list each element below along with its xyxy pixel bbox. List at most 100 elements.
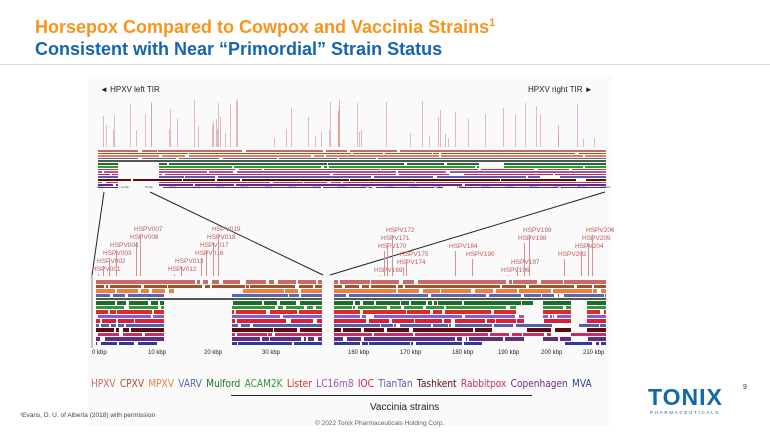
- alignment-gap: [108, 323, 111, 328]
- missing-region: [516, 310, 544, 315]
- alignment-gap: [384, 328, 388, 333]
- gene-marker-line: [136, 242, 137, 276]
- alignment-gap: [412, 341, 416, 346]
- missing-region: [524, 319, 544, 324]
- overview-gene-marker: [445, 134, 447, 147]
- overview-gene-marker: [577, 103, 579, 147]
- alignment-gap: [599, 310, 604, 315]
- right-zoom-track-hpxv: [334, 280, 606, 284]
- alignment-gap: [472, 328, 475, 333]
- alignment-gap: [303, 305, 307, 310]
- alignment-gap: [134, 341, 138, 346]
- overview-gene-marker: [455, 112, 457, 147]
- alignment-gap: [137, 150, 142, 153]
- alignment-gap: [259, 337, 262, 342]
- overview-gene-marker: [235, 100, 237, 147]
- alignment-gap: [123, 305, 127, 310]
- overview-gene-marker: [314, 136, 316, 147]
- gene-label: HSPV206: [586, 227, 615, 234]
- alignment-gap: [99, 323, 101, 328]
- alignment-gap: [503, 337, 506, 342]
- overview-axis-tick-label: 150 kbp: [457, 186, 467, 189]
- missing-region: [479, 163, 505, 166]
- gene-marker-line: [116, 250, 117, 276]
- gene-label: HSPV174: [397, 259, 426, 266]
- overview-axis-tick-label: 10 kbp: [121, 186, 129, 189]
- alignment-gap: [209, 284, 212, 289]
- alignment-gap: [156, 150, 159, 153]
- overview-track-ioc: [98, 173, 606, 176]
- gene-label: HSPV199: [523, 227, 552, 234]
- overview-gene-marker: [360, 130, 362, 147]
- alignment-gap: [557, 337, 561, 342]
- alignment-gap: [295, 284, 299, 289]
- alignment-gap: [298, 289, 301, 294]
- left-axis-label: 10 kbp: [148, 350, 167, 356]
- alignment-gap: [102, 181, 106, 185]
- right-axis-label: 160 kbp: [348, 350, 370, 356]
- alignment-gap: [272, 328, 275, 333]
- alignment-gap: [214, 176, 219, 179]
- missing-region: [163, 319, 232, 324]
- alignment-gap: [522, 332, 524, 337]
- gene-label: HSPV169: [374, 267, 403, 274]
- alignment-gap: [592, 289, 594, 294]
- alignment-gap: [187, 152, 189, 156]
- overview-gene-marker: [321, 131, 323, 147]
- alignment-gap: [176, 157, 180, 161]
- gene-marker-line: [588, 243, 589, 276]
- overview-gene-marker: [386, 101, 388, 147]
- alignment-gap: [184, 155, 189, 158]
- alignment-gap: [123, 323, 126, 328]
- alignment-gap: [101, 171, 104, 174]
- alignment-gap: [313, 305, 317, 310]
- missing-region: [570, 319, 587, 324]
- alignment-gap: [147, 301, 151, 306]
- overview-gene-marker: [217, 102, 219, 147]
- slide-title-line2: Consistent with Near “Primordial” Strain…: [35, 39, 443, 59]
- alignment-gap: [372, 186, 376, 190]
- missing-region: [575, 179, 586, 182]
- alignment-gap: [269, 337, 271, 342]
- alignment-gap: [537, 280, 541, 285]
- alignment-gap: [462, 314, 465, 319]
- gene-marker-line: [218, 234, 219, 276]
- alignment-gap: [96, 332, 99, 337]
- missing-region: [570, 314, 587, 319]
- alignment-gap: [138, 157, 143, 161]
- missing-region: [491, 328, 528, 333]
- alignment-gap: [427, 293, 432, 298]
- alignment-gap: [395, 171, 398, 174]
- alignment-gap: [359, 301, 363, 306]
- gene-marker-line: [201, 258, 202, 276]
- alignment-gap: [439, 152, 441, 156]
- alignment-gap: [455, 337, 457, 342]
- alignment-gap: [299, 293, 301, 298]
- alignment-gap: [232, 166, 234, 169]
- missing-region: [175, 289, 243, 294]
- legend-item-mpxv: MPXV: [148, 378, 174, 390]
- overview-gene-marker: [215, 118, 217, 147]
- overview-gene-marker: [338, 112, 340, 147]
- alignment-gap: [439, 155, 442, 158]
- alignment-gap: [592, 341, 596, 346]
- legend-item-hpxv: HPXV: [91, 378, 116, 390]
- alignment-gap: [235, 319, 237, 324]
- missing-region: [118, 186, 159, 190]
- overview-gene-marker: [144, 113, 146, 147]
- alignment-gap: [494, 319, 496, 324]
- alignment-gap: [370, 314, 374, 319]
- alignment-gap: [413, 332, 415, 337]
- alignment-gap: [112, 184, 116, 187]
- gene-label: HSPV016: [195, 250, 224, 257]
- overview-axis-tick-label: 210 kbp: [601, 186, 611, 189]
- alignment-gap: [360, 337, 365, 342]
- overview-track-mpxv: [98, 155, 606, 157]
- alignment-gap: [389, 319, 393, 324]
- alignment-gap: [395, 284, 399, 289]
- alignment-gap: [408, 328, 413, 333]
- alignment-gap: [540, 293, 543, 298]
- alignment-gap: [150, 314, 154, 319]
- alignment-gap: [550, 289, 553, 294]
- overview-gene-marker: [338, 106, 340, 147]
